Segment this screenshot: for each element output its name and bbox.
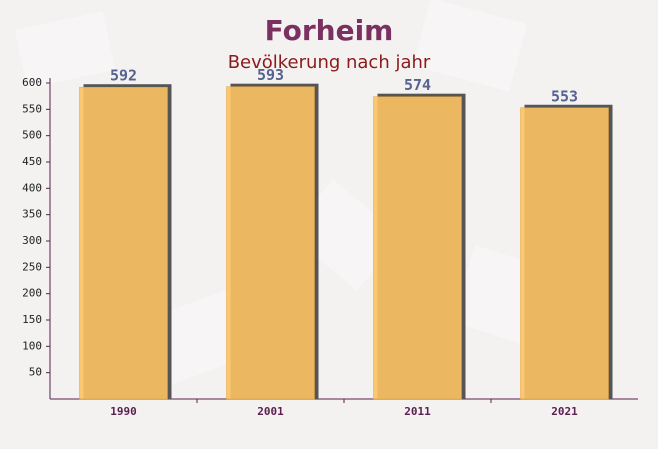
y-tick-label: 250 — [22, 260, 42, 273]
y-tick-label: 400 — [22, 181, 42, 194]
y-tick-label: 150 — [22, 313, 42, 326]
bar — [373, 96, 462, 400]
y-tick-label: 550 — [22, 102, 42, 115]
chart-title: Forheim — [265, 14, 394, 47]
value-label: 593 — [257, 66, 284, 84]
bar — [520, 107, 609, 400]
x-tick-label: 2021 — [551, 405, 578, 418]
y-tick-label: 200 — [22, 287, 42, 300]
y-tick-label: 450 — [22, 155, 42, 168]
bar — [79, 86, 168, 400]
y-tick-label: 600 — [22, 76, 42, 89]
y-tick-label: 300 — [22, 234, 42, 247]
x-tick-label: 1990 — [110, 405, 137, 418]
x-tick-label: 2001 — [257, 405, 284, 418]
y-tick-label: 50 — [29, 366, 42, 379]
value-label: 553 — [551, 87, 578, 105]
chart-subtitle: Bevölkerung nach jahr — [228, 52, 431, 73]
value-label: 592 — [110, 67, 137, 85]
bar — [226, 86, 315, 400]
value-label: 574 — [404, 76, 431, 94]
y-tick-label: 100 — [22, 339, 42, 352]
x-tick-label: 2011 — [404, 405, 431, 418]
y-tick-label: 350 — [22, 208, 42, 221]
y-tick-label: 500 — [22, 129, 42, 142]
